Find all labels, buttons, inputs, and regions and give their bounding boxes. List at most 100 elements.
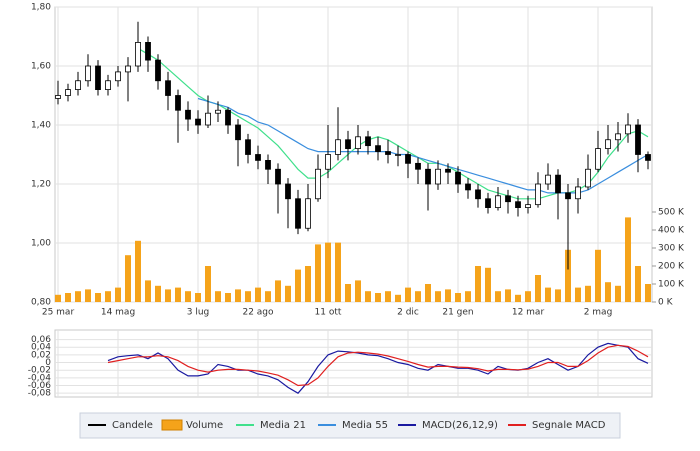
y-tick-label: 0,06 [31,335,51,345]
volume-bar [95,293,101,302]
volume-bar [445,289,451,302]
volume-bar [535,275,541,302]
legend-label: Segnale MACD [532,420,606,431]
candle-body [285,183,291,200]
candle-body [405,154,411,164]
volume-bar [595,249,601,302]
candle-body [625,124,631,135]
candle-body [365,136,371,147]
candle-body [525,204,531,208]
candle-body [595,148,601,170]
candle-body [135,42,141,67]
volume-bar [165,289,171,302]
y-tick-label: -0,02 [28,366,51,376]
volume-bar [215,291,221,302]
y2-tick-label: 200 K [658,262,685,272]
volume-bar [245,291,251,302]
volume-bar [475,266,481,302]
volume-bar [65,293,71,302]
main-panel [54,6,653,303]
volume-bar [525,291,531,302]
x-tick-label: 22 ago [242,308,274,318]
candle-body [565,192,571,200]
candle-body [235,124,241,141]
y-tick-label: -0,06 [28,381,52,391]
candle-body [475,189,481,200]
candle-body [415,162,421,170]
volume-bar [225,293,231,302]
volume-bar [375,293,381,302]
candle-body [605,139,611,149]
line [107,344,649,387]
candle-body [445,168,451,173]
volume-bar [295,269,301,302]
y2-tick-label: 400 K [658,226,685,236]
x-tick-label: 21 gen [442,308,473,318]
volume-bar [55,294,61,302]
volume-bar [395,294,401,302]
y-tick-label: 0,02 [31,350,51,360]
candle-body [275,168,281,185]
candle-body [255,154,261,161]
candle-body [535,183,541,206]
legend-label: Media 21 [260,420,306,431]
y-tick-label: -0,08 [28,389,52,399]
candle-body [355,136,361,150]
volume-bar [565,249,571,302]
volume-bar [585,285,591,302]
y-tick-label: 1,60 [31,62,51,72]
volume-bar [505,289,511,302]
candle-body [575,186,581,200]
legend-swatch [161,419,183,431]
volume-bar [285,285,291,302]
candle-body [345,139,351,149]
candle-body [435,168,441,185]
candle-body [215,109,221,114]
volume-bar [305,266,311,302]
volume-bar [255,287,261,302]
candle-body [425,168,431,185]
volume-bar [615,285,621,302]
candle-body [455,171,461,185]
volume-bar [605,282,611,302]
volume-bar [465,291,471,302]
candle-body [205,112,211,126]
volume-bar [555,289,561,302]
candle-body [265,159,271,170]
volume-bar [265,291,271,302]
volume-bar [275,280,281,302]
y-tick-label: 0 [45,358,51,368]
volume-bar [315,244,321,302]
candle-body [335,139,341,155]
candle-body [495,195,501,209]
volume-bar [195,293,201,302]
candle-body [75,80,81,90]
volume-bar [635,266,641,302]
x-tick-label: 12 mar [512,308,545,318]
y2-tick-label: 0 K [658,298,674,308]
y2-tick-label: 300 K [658,244,685,254]
y-tick-label: 1,80 [31,3,51,13]
y-tick-label: 1,40 [31,121,51,131]
volume-bar [435,291,441,302]
candle-body [515,201,521,208]
candle-body [325,154,331,170]
volume-bar [345,284,351,302]
y-tick-label: 1,20 [31,180,51,190]
candle-body [635,124,641,155]
volume-bar [425,284,431,302]
volume-bar [205,266,211,302]
candle-body [115,71,121,82]
candle-body [465,183,471,191]
candle-body [175,95,181,111]
volume-bar [235,289,241,302]
candle-body [545,174,551,185]
x-tick-label: 2 mag [584,308,613,318]
y-tick-label: 1,00 [31,239,51,249]
volume-bar [645,284,651,302]
candle-body [155,59,161,82]
volume-bar [625,217,631,302]
candle-body [125,65,131,73]
candle-body [315,168,321,200]
candle-body [395,154,401,156]
